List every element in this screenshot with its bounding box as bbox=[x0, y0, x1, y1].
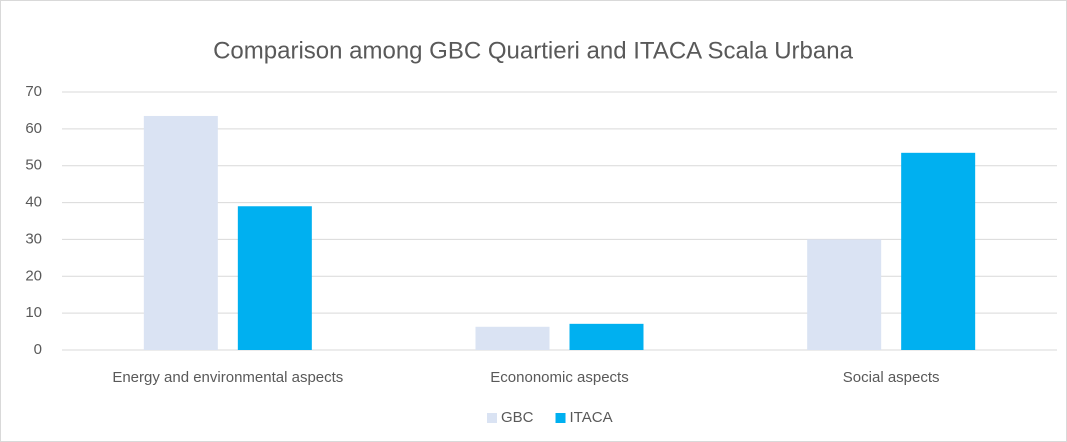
bar bbox=[569, 323, 644, 350]
y-tick-label: 10 bbox=[25, 304, 42, 321]
x-tick-label: Energy and environmental aspects bbox=[112, 369, 343, 386]
legend-label: GBC bbox=[501, 409, 534, 426]
bar bbox=[475, 326, 550, 350]
y-tick-label: 70 bbox=[25, 83, 42, 100]
x-tick-label: Econonomic aspects bbox=[490, 369, 628, 386]
legend-swatch bbox=[487, 413, 497, 423]
y-tick-label: 20 bbox=[25, 267, 42, 284]
x-tick-label: Social aspects bbox=[843, 369, 940, 386]
y-tick-label: 60 bbox=[25, 120, 42, 137]
y-tick-label: 50 bbox=[25, 157, 42, 174]
chart-title: Comparison among GBC Quartieri and ITACA… bbox=[213, 37, 853, 64]
y-tick-label: 40 bbox=[25, 194, 42, 211]
bar bbox=[807, 239, 882, 350]
bar bbox=[143, 115, 218, 350]
bar bbox=[901, 152, 976, 350]
y-tick-label: 30 bbox=[25, 230, 42, 247]
legend-label: ITACA bbox=[570, 409, 613, 426]
bar bbox=[237, 206, 312, 350]
y-tick-label: 0 bbox=[34, 341, 42, 358]
legend-swatch bbox=[555, 413, 566, 423]
